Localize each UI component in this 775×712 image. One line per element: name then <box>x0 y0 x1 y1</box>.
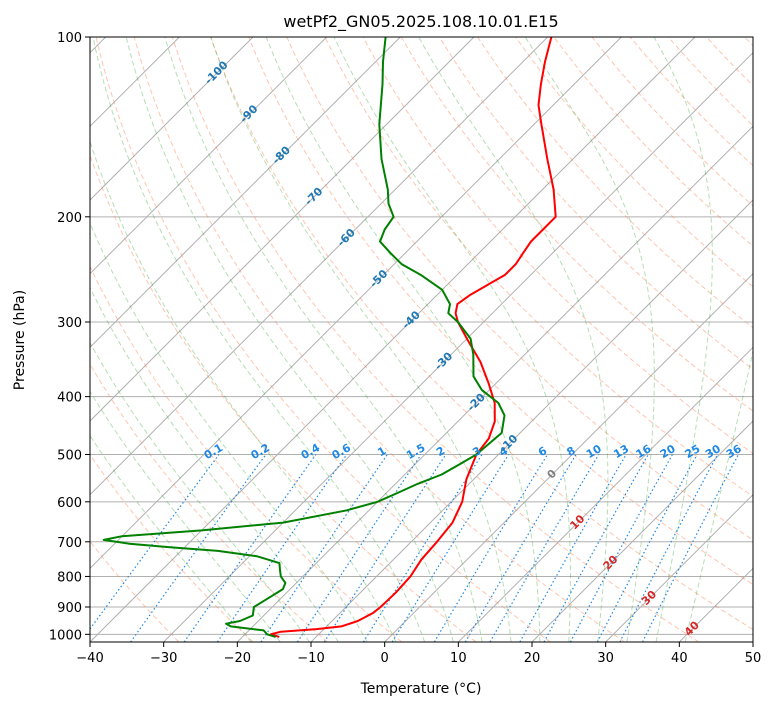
y-tick-label: 700 <box>57 536 82 551</box>
chart-title: wetPf2_GN05.2025.108.10.01.E15 <box>283 12 558 32</box>
x-tick-label: 0 <box>381 651 389 666</box>
y-tick-label: 900 <box>57 601 82 616</box>
y-tick-label: 500 <box>57 449 82 464</box>
x-tick-label: −30 <box>150 651 177 666</box>
x-axis-label: Temperature (°C) <box>360 681 482 697</box>
x-tick-label: 40 <box>671 651 688 666</box>
y-tick-label: 300 <box>57 316 82 331</box>
x-tick-label: −40 <box>76 651 103 666</box>
x-tick-label: 50 <box>745 651 762 666</box>
x-tick-label: −20 <box>224 651 251 666</box>
x-tick-label: 30 <box>597 651 614 666</box>
x-tick-label: −10 <box>297 651 324 666</box>
y-tick-label: 200 <box>57 211 82 226</box>
y-tick-label: 100 <box>57 31 82 46</box>
y-tick-label: 800 <box>57 570 82 585</box>
y-tick-label: 400 <box>57 391 82 406</box>
x-tick-label: 20 <box>524 651 541 666</box>
y-tick-label: 600 <box>57 496 82 511</box>
y-axis-label: Pressure (hPa) <box>12 290 28 390</box>
x-tick-label: 10 <box>450 651 467 666</box>
y-tick-label: 1000 <box>49 628 82 643</box>
